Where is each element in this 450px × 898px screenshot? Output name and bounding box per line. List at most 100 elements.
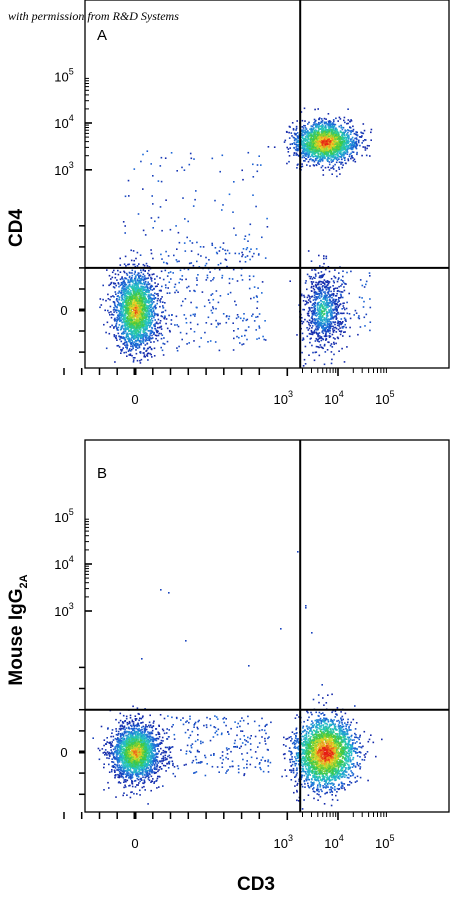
event-dot xyxy=(135,346,138,348)
event-dot xyxy=(347,119,350,121)
event-dot xyxy=(145,338,148,340)
event-dot xyxy=(154,282,156,284)
event-dot xyxy=(323,129,325,131)
event-dot xyxy=(130,322,132,325)
event-dot xyxy=(318,286,320,288)
event-dot xyxy=(295,133,297,135)
event-dot xyxy=(314,328,317,330)
event-dot xyxy=(302,130,304,133)
event-dot xyxy=(116,345,119,347)
event-dot xyxy=(283,141,286,143)
event-dot xyxy=(134,316,136,319)
event-dot xyxy=(135,326,137,328)
event-dot xyxy=(151,315,154,318)
event-dot xyxy=(333,341,335,344)
event-dot xyxy=(311,344,313,347)
event-dot xyxy=(304,318,306,321)
event-dot xyxy=(349,133,352,135)
event-dot xyxy=(317,328,319,331)
event-dot xyxy=(346,139,349,142)
event-dot xyxy=(155,337,157,340)
event-dot xyxy=(134,307,137,309)
event-dot xyxy=(323,318,325,321)
event-dot xyxy=(324,299,327,301)
event-dot xyxy=(145,334,148,336)
event-dot xyxy=(203,305,206,308)
event-dot xyxy=(315,293,317,295)
event-dot xyxy=(315,126,317,129)
event-dot xyxy=(151,331,154,334)
event-dot xyxy=(355,142,357,144)
event-dot xyxy=(334,134,337,137)
event-dot xyxy=(129,297,131,299)
event-dot xyxy=(350,152,352,155)
event-dot xyxy=(334,138,336,141)
event-dot xyxy=(133,322,135,324)
event-dot xyxy=(267,146,270,148)
event-dot xyxy=(321,312,324,314)
event-dot xyxy=(332,148,334,150)
event-dot xyxy=(139,359,141,362)
event-dot xyxy=(325,331,327,334)
event-dot xyxy=(135,299,138,301)
event-dot xyxy=(321,131,324,134)
event-dot xyxy=(324,144,327,146)
event-dot xyxy=(242,248,245,250)
event-dot xyxy=(332,337,335,339)
event-dot xyxy=(314,147,317,150)
event-dot xyxy=(310,138,313,141)
event-dot xyxy=(328,121,331,123)
event-dot xyxy=(317,142,319,144)
event-dot xyxy=(123,315,125,318)
event-dot xyxy=(114,273,117,275)
event-dot xyxy=(117,273,120,276)
event-dot xyxy=(139,306,141,309)
event-dot xyxy=(123,332,126,335)
event-dot xyxy=(349,317,352,320)
event-dot xyxy=(328,155,331,157)
event-dot xyxy=(352,159,355,162)
event-dot xyxy=(324,308,326,311)
event-dot xyxy=(148,305,151,308)
event-dot xyxy=(338,136,341,139)
event-dot xyxy=(125,272,128,275)
event-dot xyxy=(123,324,126,327)
event-dot xyxy=(226,249,229,252)
event-dot xyxy=(334,269,336,271)
event-dot xyxy=(323,310,325,313)
event-dot xyxy=(127,319,130,322)
event-dot xyxy=(313,155,316,158)
event-dot xyxy=(116,300,119,302)
event-dot xyxy=(330,123,333,125)
event-dot xyxy=(159,305,161,308)
event-dot xyxy=(336,336,339,339)
event-dot xyxy=(124,315,127,317)
event-dot xyxy=(134,286,137,289)
event-dot xyxy=(330,317,333,319)
event-dot xyxy=(323,137,326,140)
event-dot xyxy=(338,350,340,352)
event-dot xyxy=(340,156,342,159)
event-dot xyxy=(335,117,337,120)
event-dot xyxy=(307,138,310,140)
event-dot xyxy=(328,309,330,311)
event-dot xyxy=(122,287,124,290)
event-dot xyxy=(341,146,344,148)
event-dot xyxy=(143,297,145,299)
event-dot xyxy=(326,149,328,152)
event-dot xyxy=(326,305,328,307)
event-dot xyxy=(328,130,330,133)
event-dot xyxy=(314,277,316,279)
event-dot xyxy=(324,149,327,152)
event-dot xyxy=(332,131,334,133)
event-dot xyxy=(316,145,319,147)
event-dot xyxy=(127,350,130,352)
event-dot xyxy=(120,350,123,352)
event-dot xyxy=(129,306,131,309)
event-dot xyxy=(150,329,153,332)
event-dot xyxy=(341,166,344,169)
event-dot xyxy=(145,310,147,313)
event-dot xyxy=(122,289,124,292)
event-dot xyxy=(311,327,313,329)
event-dot xyxy=(298,136,300,139)
